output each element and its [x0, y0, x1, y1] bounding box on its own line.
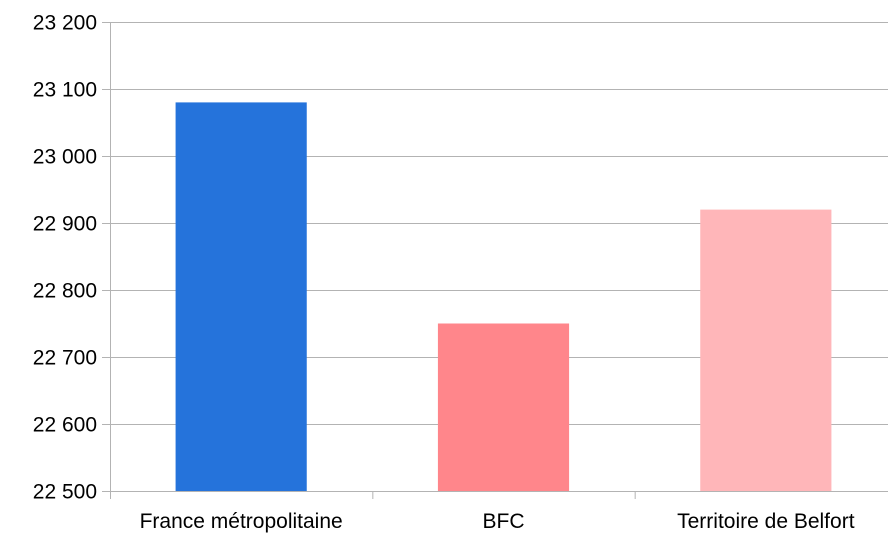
y-tick-label-3: 22 800	[33, 280, 97, 303]
bar-1	[437, 323, 570, 491]
y-tick-label-2: 22 700	[33, 347, 97, 370]
bar-2	[700, 209, 832, 491]
axes	[102, 22, 636, 499]
y-tick-label-4: 22 900	[33, 213, 97, 236]
y-tick-label-5: 23 000	[33, 146, 97, 169]
x-tick-labels: France métropolitaine BFC Territoire de Be…	[140, 510, 855, 533]
y-tick-label-1: 22 600	[33, 414, 97, 437]
y-tick-label-0: 22 500	[33, 481, 97, 504]
y-tick-label-6: 23 100	[33, 79, 97, 102]
y-tick-labels: 22 500 22 600 22 700 22 800 22 900 23 000 23 1…	[33, 12, 97, 504]
x-tick-label-2: Territoire de Belfort	[677, 510, 855, 533]
x-tick-label-0: France métropolitaine	[140, 510, 343, 533]
y-tick-label-7: 23 200	[33, 12, 97, 35]
x-tick-label-1: BFC	[483, 510, 525, 533]
bars	[175, 102, 832, 492]
bar-0	[175, 102, 307, 492]
